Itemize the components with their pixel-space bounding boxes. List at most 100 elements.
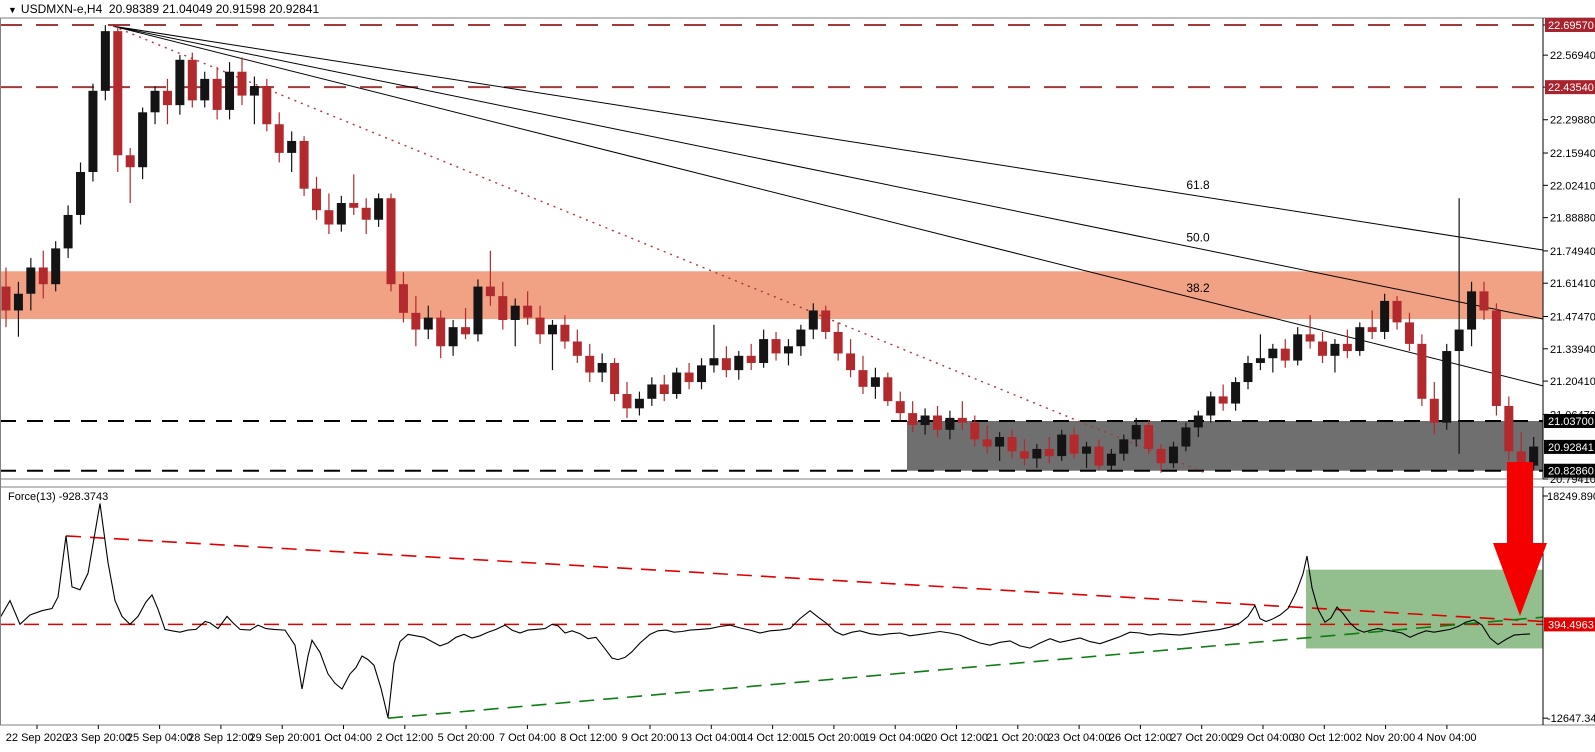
date-label: 5 Oct 20:00 (438, 732, 495, 744)
fib-fan-line (112, 25, 1544, 387)
candle (833, 322, 843, 361)
candle-body (1479, 291, 1489, 311)
candle (783, 339, 793, 366)
candle (1417, 334, 1427, 406)
date-label: 9 Oct 20:00 (622, 732, 679, 744)
candle (51, 241, 61, 292)
candle (945, 410, 955, 440)
candle (1330, 339, 1340, 373)
candle (870, 367, 880, 399)
candle (510, 298, 520, 347)
candle-body (1342, 343, 1352, 352)
candle-body (1193, 415, 1203, 428)
candle (1131, 417, 1141, 447)
candle-body (697, 365, 707, 383)
date-label: 2 Oct 12:00 (376, 732, 433, 744)
candle-body (759, 339, 769, 363)
candle (349, 174, 359, 215)
candle-body (808, 310, 818, 330)
candle-body (1355, 327, 1365, 352)
candle-body (783, 346, 793, 354)
candle (1094, 439, 1104, 471)
candle (411, 296, 421, 347)
candle (547, 320, 557, 371)
candle (523, 291, 533, 325)
candle-body (796, 329, 806, 347)
candle-body (771, 339, 781, 354)
symbol-ohlc-text: USDMXN-e,H4 20.98389 21.04049 20.91598 2… (20, 2, 320, 16)
candle (312, 176, 321, 220)
candle (485, 250, 495, 306)
candle-body (212, 78, 222, 110)
green-zone-rect (1306, 569, 1543, 649)
candle (13, 281, 23, 337)
candle (374, 193, 384, 227)
candle (634, 391, 644, 416)
force-tick-label: -12647.344 (1547, 713, 1595, 725)
candle-body (908, 413, 918, 426)
candle-body (535, 317, 545, 335)
candle (808, 303, 818, 340)
dotted-trendline (112, 25, 1206, 474)
candle-body (709, 358, 719, 366)
candle-body (113, 31, 123, 156)
candle (423, 305, 433, 340)
date-label: 13 Oct 04:00 (680, 732, 743, 744)
date-label: 22 Sep 2020 (6, 732, 68, 744)
candle-body (883, 377, 893, 402)
candle (585, 343, 595, 383)
candle-body (1255, 358, 1265, 363)
candle (1156, 444, 1166, 473)
candle (287, 131, 297, 172)
candle-body (1106, 453, 1116, 466)
candle-body (634, 398, 644, 409)
candle-body (1404, 322, 1414, 344)
candle (1280, 339, 1290, 368)
candle (1119, 434, 1129, 461)
date-label: 25 Sep 04:00 (127, 732, 192, 744)
candle-body (957, 417, 967, 423)
date-label: 14 Oct 12:00 (741, 732, 804, 744)
candle (1044, 436, 1054, 464)
price-bid-label: 21.03700 (1548, 416, 1594, 428)
price-bid-label: 20.92841 (1548, 442, 1594, 454)
date-label: 1 Oct 04:00 (315, 732, 372, 744)
candle (610, 358, 620, 402)
candle-body (1280, 348, 1290, 361)
candle-body (995, 436, 1005, 447)
candle (821, 305, 831, 340)
candle (908, 401, 918, 433)
candle-body (1429, 398, 1439, 423)
candle-body (262, 86, 272, 125)
candle (647, 377, 657, 406)
candle-body (1330, 343, 1340, 356)
date-label: 7 Oct 04:00 (499, 732, 556, 744)
candle-body (858, 370, 868, 387)
candle-body (162, 90, 172, 106)
chart-title-bar: ▼ USDMXN-e,H4 20.98389 21.04049 20.91598 … (0, 0, 1595, 18)
candle (1318, 331, 1328, 363)
candle-body (1516, 451, 1526, 466)
candle-body (597, 362, 607, 373)
candle (100, 25, 110, 101)
candle (1, 267, 11, 328)
candle (1268, 343, 1278, 373)
candle-body (1, 286, 11, 311)
candle (150, 86, 160, 125)
candle (1504, 396, 1514, 461)
dropdown-triangle-icon[interactable]: ▼ (8, 5, 17, 15)
candle-body (821, 310, 831, 332)
candle-body (1218, 396, 1228, 404)
candle-body (1007, 436, 1017, 452)
candle (125, 148, 135, 204)
candle-body (436, 317, 446, 347)
candle (933, 405, 942, 437)
price-tick-label: 21.47470 (1550, 311, 1595, 323)
candle-body (1119, 439, 1129, 454)
candle-body (1044, 448, 1054, 457)
candle (63, 205, 73, 258)
candle-body (1032, 448, 1042, 459)
candle (38, 250, 48, 299)
